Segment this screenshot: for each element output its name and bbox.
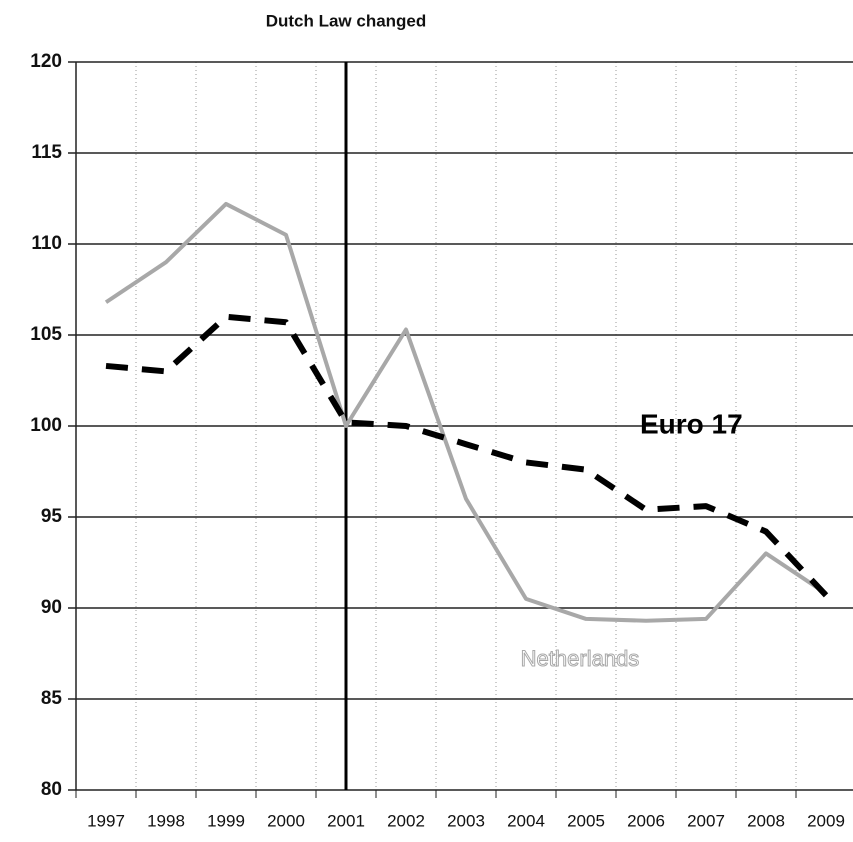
x-tick-label: 2009 <box>807 811 845 830</box>
x-tick-label: 2008 <box>747 811 785 830</box>
x-tick-label: 1998 <box>147 811 185 830</box>
series-label: Netherlands <box>521 646 640 671</box>
y-tick-label: 90 <box>41 597 62 618</box>
x-tick-label: 2007 <box>687 811 725 830</box>
x-tick-label: 1997 <box>87 811 125 830</box>
x-tick-label: 2002 <box>387 811 425 830</box>
y-tick-label: 105 <box>30 324 62 345</box>
y-tick-label: 110 <box>31 233 62 254</box>
x-tick-label: 2004 <box>507 811 545 830</box>
series-label: Euro 17 <box>640 408 743 439</box>
x-tick-label: 2005 <box>567 811 605 830</box>
annotation: Dutch Law changed <box>266 11 427 30</box>
y-tick-label: 95 <box>41 506 63 527</box>
y-tick-label: 80 <box>41 779 62 800</box>
x-tick-label: 2006 <box>627 811 665 830</box>
y-tick-label: 120 <box>30 51 62 72</box>
y-tick-label: 85 <box>41 688 63 709</box>
x-tick-label: 1999 <box>207 811 245 830</box>
y-tick-label: 100 <box>30 415 62 436</box>
series-line <box>104 201 828 623</box>
series-line <box>105 313 829 598</box>
y-tick-label: 115 <box>31 142 62 163</box>
x-tick-label: 2001 <box>327 811 365 830</box>
x-tick-label: 2003 <box>447 811 485 830</box>
x-tick-label: 2000 <box>267 811 305 830</box>
